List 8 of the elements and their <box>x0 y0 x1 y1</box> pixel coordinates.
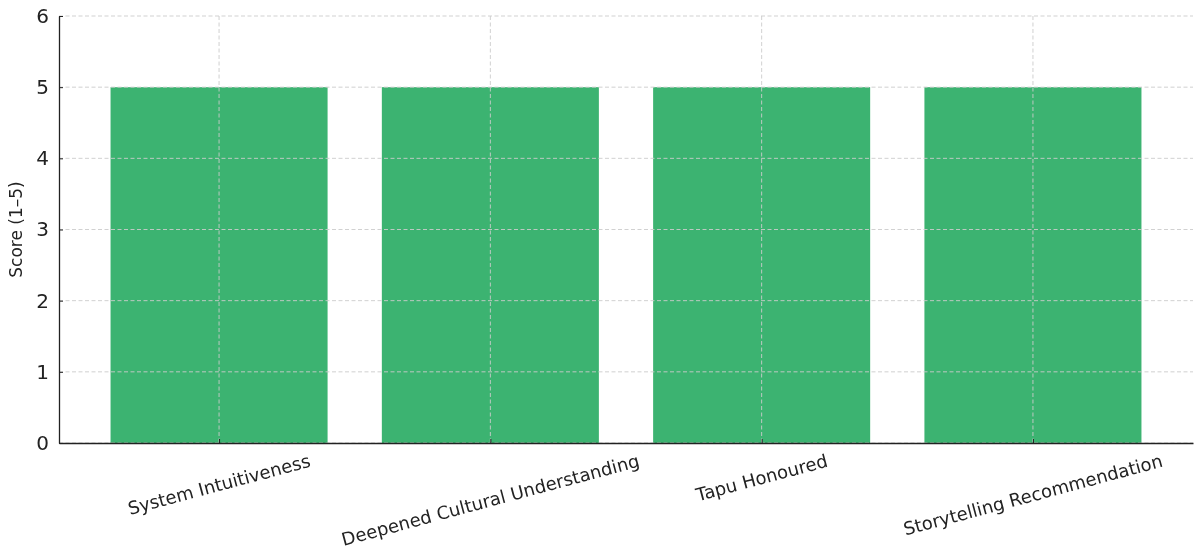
y-tick-label: 3 <box>36 217 49 242</box>
y-tick-label: 0 <box>36 430 49 455</box>
y-tick-label: 4 <box>36 146 49 171</box>
y-tick-label: 6 <box>36 3 49 28</box>
y-tick-label: 1 <box>36 359 49 384</box>
y-tick-label: 5 <box>36 75 49 100</box>
y-tick-label: 2 <box>36 288 49 313</box>
y-axis-title: Score (1–5) <box>6 181 26 278</box>
